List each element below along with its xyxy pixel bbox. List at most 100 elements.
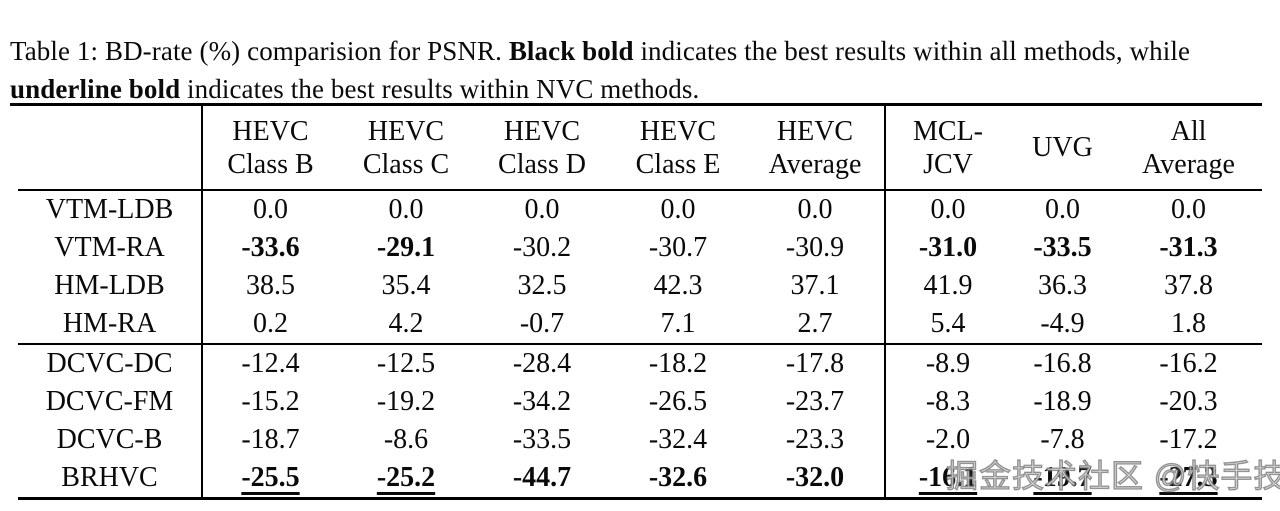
bd-rate-value: -12.5 <box>376 348 436 379</box>
header-line: Class C <box>362 148 450 180</box>
bd-rate-cell: -32.0 <box>746 459 885 499</box>
header-cell-empty <box>18 104 202 191</box>
bd-rate-cell: -30.9 <box>746 229 885 267</box>
header-line: HEVC <box>232 115 309 147</box>
bd-rate-cell: -33.6 <box>201 229 338 267</box>
bd-rate-cell: -20.3 <box>1115 383 1262 421</box>
bd-rate-cell: -25.2 <box>338 459 474 499</box>
bd-rate-value: -16.8 <box>1033 348 1092 379</box>
header-line: Average <box>1142 148 1235 180</box>
bd-rate-cell: -16.1 <box>884 459 1010 499</box>
bd-rate-value: -31.3 <box>1159 232 1218 263</box>
bd-rate-cell: 0.2 <box>201 305 338 344</box>
bd-rate-value: -7.8 <box>1040 424 1085 455</box>
bd-rate-cell: -8.6 <box>338 421 474 459</box>
bd-rate-value: -33.5 <box>1033 232 1092 263</box>
header-cell-hevc-class-d: HEVC Class D <box>474 104 610 191</box>
bd-rate-value: -27.3 <box>1159 462 1218 493</box>
header-line: MCL- <box>913 115 983 147</box>
bd-rate-cell: 0.0 <box>1115 190 1262 229</box>
header-cell-uvg: UVG <box>1010 104 1115 191</box>
bd-rate-cell: -19.2 <box>338 383 474 421</box>
bd-rate-cell: -27.3 <box>1115 459 1262 499</box>
bd-rate-cell: -17.8 <box>746 343 885 383</box>
bd-rate-value: -32.6 <box>648 462 708 493</box>
header-line: HEVC <box>639 115 717 147</box>
bd-rate-value: 0.0 <box>253 194 288 225</box>
method-label: DCVC-B <box>56 424 163 455</box>
header-cell-hevc-average: HEVC Average <box>746 104 885 191</box>
table-row-dcvc-dc: DCVC-DC -12.4 -12.5 -28.4 -18.2 -17.8 -8… <box>18 343 1262 383</box>
method-label: VTM-RA <box>54 232 165 263</box>
bd-rate-value: -4.9 <box>1040 308 1085 339</box>
method-label: HM-RA <box>62 308 157 339</box>
bd-rate-cell: 1.8 <box>1115 305 1262 344</box>
table-row-dcvc-b: DCVC-B -18.7 -8.6 -33.5 -32.4 -23.3 -2.0… <box>18 421 1262 459</box>
method-label: DCVC-FM <box>45 386 174 417</box>
caption-black-bold: Black bold <box>508 36 634 66</box>
bd-rate-cell: 41.9 <box>884 267 1010 305</box>
table-row-hm-ra: HM-RA 0.2 4.2 -0.7 7.1 2.7 5.4 -4.9 1.8 <box>18 305 1262 344</box>
bd-rate-cell: -30.7 <box>610 229 746 267</box>
bd-rate-cell: -29.1 <box>338 229 474 267</box>
bd-rate-cell: -28.4 <box>474 343 610 383</box>
bd-rate-value: -0.7 <box>519 308 565 339</box>
bd-rate-value: 2.7 <box>797 308 833 339</box>
bd-rate-cell: -34.2 <box>474 383 610 421</box>
table-caption: Table 1: BD-rate (%) comparision for PSN… <box>10 32 1274 108</box>
header-cell-all-average: All Average <box>1115 104 1262 191</box>
bd-rate-cell: -4.9 <box>1010 305 1115 344</box>
bd-rate-value: 38.5 <box>246 270 295 301</box>
bd-rate-cell: 2.7 <box>746 305 885 344</box>
bd-rate-value: 0.0 <box>524 194 560 225</box>
bd-rate-value: -33.6 <box>241 232 300 263</box>
bd-rate-cell: 35.4 <box>338 267 474 305</box>
header-line: JCV <box>923 148 973 180</box>
bd-rate-value: -18.9 <box>1033 386 1092 417</box>
bd-rate-cell: 0.0 <box>746 190 885 229</box>
bd-rate-cell: -16.2 <box>1115 343 1262 383</box>
header-cell-hevc-class-c: HEVC Class C <box>338 104 474 191</box>
caption-text: indicates the best results within NVC me… <box>180 74 700 104</box>
bd-rate-cell: -18.7 <box>201 421 338 459</box>
caption-text: indicates the best results within all me… <box>633 36 1191 66</box>
bd-rate-cell: 32.5 <box>474 267 610 305</box>
bd-rate-cell: -31.3 <box>1115 229 1262 267</box>
bd-rate-cell: -8.3 <box>884 383 1010 421</box>
bd-rate-value: 32.5 <box>517 270 567 301</box>
bd-rate-cell: -44.7 <box>474 459 610 499</box>
bd-rate-cell: -18.9 <box>1010 383 1115 421</box>
bd-rate-cell: -33.5 <box>474 421 610 459</box>
bd-rate-value: 41.9 <box>923 270 973 301</box>
header-cell-hevc-class-b: HEVC Class B <box>201 104 338 191</box>
bd-rate-value: 37.1 <box>790 270 840 301</box>
bd-rate-cell: -0.7 <box>474 305 610 344</box>
bd-rate-value: -34.2 <box>512 386 572 417</box>
table-row-hm-ldb: HM-LDB 38.5 35.4 32.5 42.3 37.1 41.9 36.… <box>18 267 1262 305</box>
bd-rate-cell: 0.0 <box>1010 190 1115 229</box>
bd-rate-value: 0.0 <box>797 194 833 225</box>
bd-rate-cell: 0.0 <box>884 190 1010 229</box>
bd-rate-cell: -26.5 <box>610 383 746 421</box>
bd-rate-value: -15.2 <box>241 386 300 417</box>
bd-rate-value: 4.2 <box>388 308 424 339</box>
bd-rate-cell: -32.4 <box>610 421 746 459</box>
bd-rate-cell: -2.0 <box>884 421 1010 459</box>
bd-rate-cell: 36.3 <box>1010 267 1115 305</box>
bd-rate-value: 0.0 <box>930 194 966 225</box>
bd-rate-value: -8.3 <box>925 386 971 417</box>
bd-rate-cell: 4.2 <box>338 305 474 344</box>
bd-rate-value: -25.5 <box>241 462 300 493</box>
bd-rate-value: -19.7 <box>1033 462 1092 493</box>
bd-rate-table: HEVC Class B HEVC Class C HEVC Class D HEVC… <box>18 103 1262 500</box>
bd-rate-cell: 38.5 <box>201 267 338 305</box>
bd-rate-value: -30.9 <box>785 232 845 263</box>
bd-rate-value: -16.1 <box>918 462 978 493</box>
bd-rate-cell: -19.7 <box>1010 459 1115 499</box>
bd-rate-value: -30.2 <box>512 232 572 263</box>
header-row: HEVC Class B HEVC Class C HEVC Class D HEVC… <box>18 104 1262 191</box>
header-line: HEVC <box>776 115 854 147</box>
bd-rate-value: -31.0 <box>918 232 978 263</box>
bd-rate-cell: 0.0 <box>610 190 746 229</box>
bd-rate-value: 0.0 <box>660 194 696 225</box>
